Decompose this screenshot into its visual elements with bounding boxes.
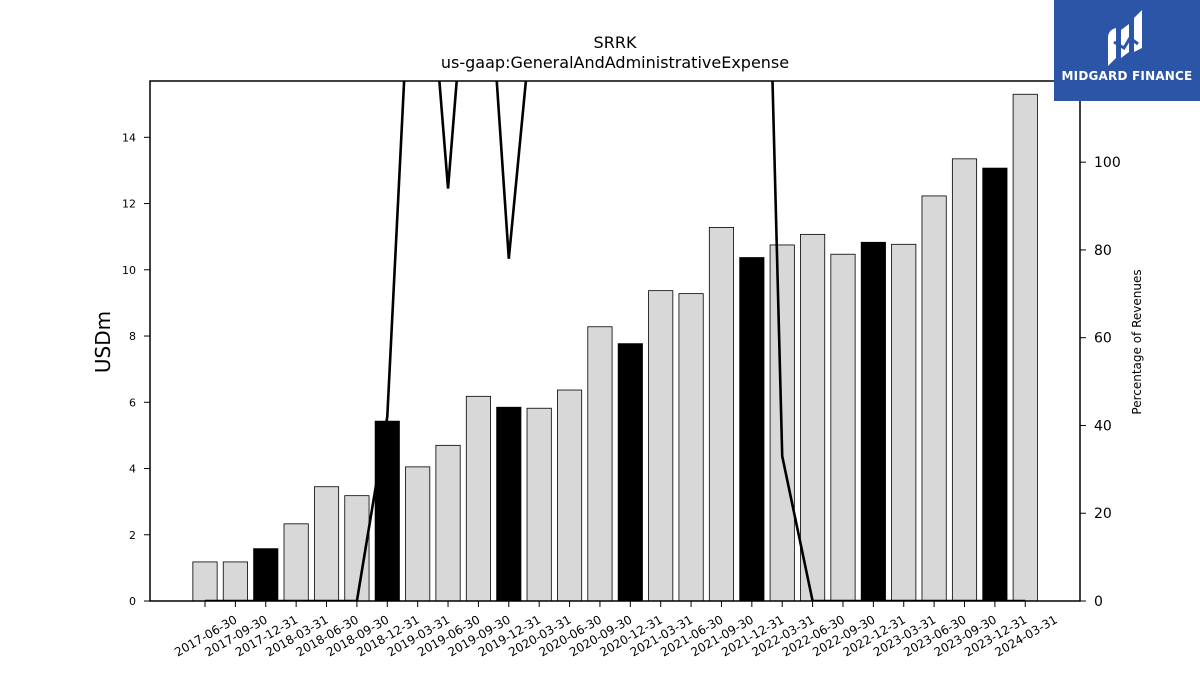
y2-tick-label: 80: [1094, 243, 1112, 259]
bar-2019-09-30: [465, 395, 491, 602]
chart-title: SRRK: [594, 33, 637, 52]
bar-2021-12-31: [739, 257, 765, 602]
y2-tick-label: 100: [1094, 155, 1121, 171]
bar-2023-03-31: [891, 243, 917, 602]
y-tick-label: 14: [122, 131, 136, 144]
bar-2022-12-31: [860, 241, 886, 602]
x-ticks: 2017-06-302017-09-302017-12-312018-03-31…: [172, 601, 1060, 659]
y2-axis-label: Percentage of Revenues: [1130, 269, 1144, 414]
bar-2021-06-30: [678, 293, 704, 602]
y-ticks: 0 2 4 6 8 10 12 14: [122, 131, 150, 608]
y2-tick-label: 0: [1094, 594, 1103, 610]
bar-2020-03-31: [526, 407, 552, 602]
logo-text: MIDGARD FINANCE: [1061, 69, 1193, 83]
bars-group: [192, 93, 1038, 602]
bar-2019-03-31: [405, 466, 431, 602]
y-tick-label: 12: [122, 198, 136, 211]
bar-2017-06-30: [192, 561, 218, 602]
y-tick-label: 10: [122, 264, 136, 277]
bar-2022-09-30: [830, 253, 856, 602]
bar-2017-12-31: [253, 548, 279, 602]
bar-2019-12-31: [496, 406, 522, 602]
y-tick-label: 2: [129, 529, 136, 542]
bar-2018-03-31: [283, 523, 309, 602]
bar-2018-12-31: [374, 420, 400, 602]
midgard-logo-icon: [1108, 10, 1142, 66]
bar-2020-09-30: [587, 326, 613, 602]
y2-tick-label: 40: [1094, 418, 1112, 434]
y-tick-label: 6: [129, 396, 136, 409]
bar-2023-12-31: [982, 167, 1008, 602]
bar-2019-06-30: [435, 444, 461, 602]
bar-2024-03-31: [1012, 93, 1038, 602]
bar-2020-06-30: [557, 389, 583, 602]
y2-tick-label: 60: [1094, 331, 1112, 347]
plot-frame: [149, 80, 1081, 602]
bar-2018-06-30: [313, 486, 340, 602]
bar-2021-09-30: [708, 226, 735, 602]
bar-2021-03-31: [648, 290, 674, 602]
brand-logo: MIDGARD FINANCE: [1054, 0, 1200, 101]
bar-2017-09-30: [222, 561, 248, 602]
bar-2023-09-30: [951, 158, 978, 602]
y-tick-label: 4: [129, 463, 136, 476]
y-tick-label: 0: [129, 595, 136, 608]
y-axis-label: USDm: [91, 311, 115, 373]
bar-2023-06-30: [921, 195, 947, 602]
bar-2022-06-30: [800, 233, 826, 602]
y2-ticks: 0 20 40 60 80 100: [1080, 155, 1121, 610]
y2-tick-label: 20: [1094, 506, 1112, 522]
y-tick-label: 8: [129, 330, 136, 343]
bar-2020-12-31: [617, 343, 643, 602]
chart-subtitle: us-gaap:GeneralAndAdministrativeExpense: [441, 53, 789, 72]
